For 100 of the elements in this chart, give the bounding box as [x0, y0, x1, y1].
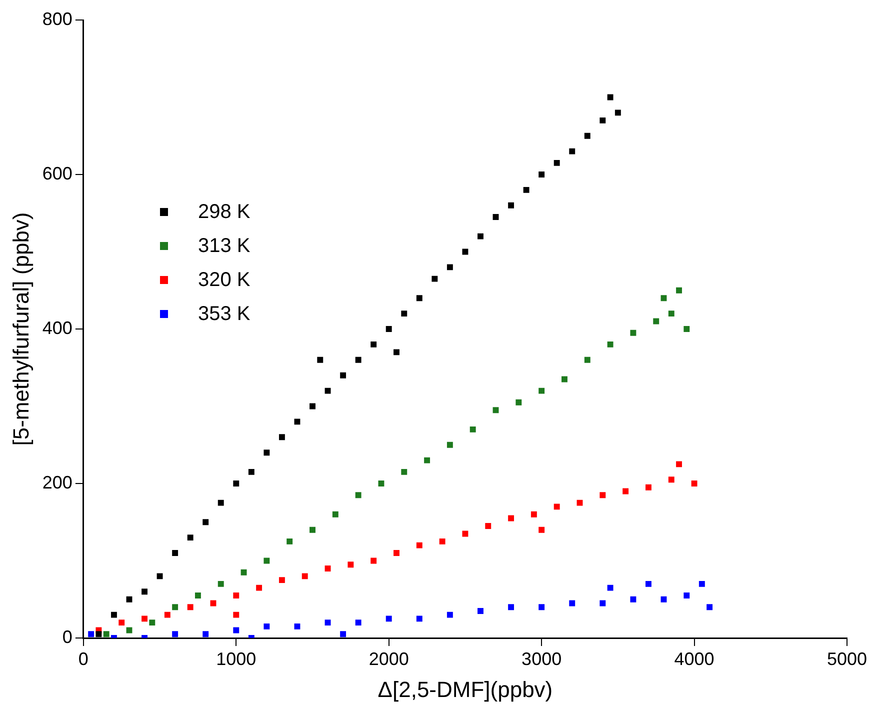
point: [233, 612, 240, 618]
point: [523, 186, 530, 193]
y-tick-label: 600: [42, 163, 72, 184]
point: [142, 588, 148, 595]
point: [600, 492, 606, 498]
point: [355, 356, 362, 363]
point: [653, 318, 660, 324]
point: [202, 519, 209, 526]
point: [126, 627, 132, 634]
point: [446, 442, 453, 448]
point: [164, 612, 170, 618]
point: [310, 403, 316, 410]
point: [584, 356, 590, 363]
point: [684, 592, 690, 598]
point: [630, 330, 636, 336]
point: [103, 631, 110, 638]
point: [378, 480, 384, 486]
y-tick-label: 800: [42, 8, 72, 29]
point: [530, 511, 537, 518]
x-tick-label: 2000: [368, 648, 409, 669]
point: [202, 631, 209, 638]
point: [218, 500, 224, 506]
point: [462, 530, 468, 537]
point: [645, 580, 652, 587]
point: [462, 248, 468, 255]
point: [96, 631, 102, 638]
point: [111, 612, 117, 618]
point: [424, 457, 430, 464]
point: [187, 604, 194, 610]
point: [416, 616, 422, 622]
point: [698, 580, 705, 587]
point: [668, 310, 674, 317]
point: [562, 376, 568, 382]
point: [538, 172, 545, 178]
y-tick-label: 400: [42, 318, 72, 338]
point: [264, 623, 270, 630]
point: [645, 484, 652, 490]
point: [554, 160, 560, 166]
point: [584, 132, 590, 139]
legend-label: 353 K: [198, 302, 250, 326]
point: [370, 341, 377, 348]
point: [492, 407, 499, 414]
point: [538, 604, 545, 610]
point: [478, 233, 484, 240]
point: [569, 148, 576, 154]
point: [401, 468, 408, 475]
point: [630, 596, 636, 602]
point: [256, 584, 262, 591]
point: [478, 608, 484, 614]
x-axis-title: Δ[2,5-DMF](ppbv): [378, 676, 553, 702]
y-axis-title: [5-methylfurfural] (ppbv): [8, 212, 34, 446]
point: [294, 623, 300, 630]
point: [614, 110, 621, 116]
point: [118, 620, 125, 626]
point: [370, 558, 377, 564]
point: [470, 426, 476, 432]
point: [340, 372, 346, 378]
point: [248, 468, 254, 475]
point: [286, 538, 293, 544]
point: [446, 612, 453, 618]
point: [538, 526, 545, 533]
legend-label: 313 K: [198, 234, 250, 258]
point: [538, 388, 545, 394]
point: [240, 569, 247, 576]
point: [607, 584, 614, 591]
point: [317, 356, 324, 363]
point: [576, 500, 583, 506]
point: [676, 461, 682, 468]
point: [332, 511, 338, 518]
point: [278, 434, 285, 440]
point: [172, 550, 178, 556]
point: [508, 202, 514, 208]
x-tick-label: 5000: [826, 648, 868, 669]
point: [194, 592, 201, 598]
point: [416, 542, 422, 548]
point: [569, 600, 576, 606]
point: [416, 295, 422, 302]
point: [187, 534, 194, 541]
point: [439, 538, 446, 544]
point: [172, 631, 178, 638]
point: [340, 631, 346, 638]
point: [348, 562, 354, 568]
point: [233, 480, 240, 486]
point: [676, 287, 682, 294]
point: [516, 399, 522, 406]
point: [492, 214, 499, 220]
point: [394, 550, 400, 556]
point: [607, 341, 614, 348]
point: [508, 604, 514, 610]
point: [324, 620, 331, 626]
point: [310, 526, 316, 533]
x-tick-label: 1000: [216, 648, 256, 669]
point: [156, 573, 163, 580]
point: [294, 418, 300, 425]
point: [660, 295, 667, 302]
point: [386, 616, 392, 622]
point: [233, 592, 240, 598]
point: [554, 504, 560, 510]
point: [324, 388, 331, 394]
point: [278, 577, 285, 584]
